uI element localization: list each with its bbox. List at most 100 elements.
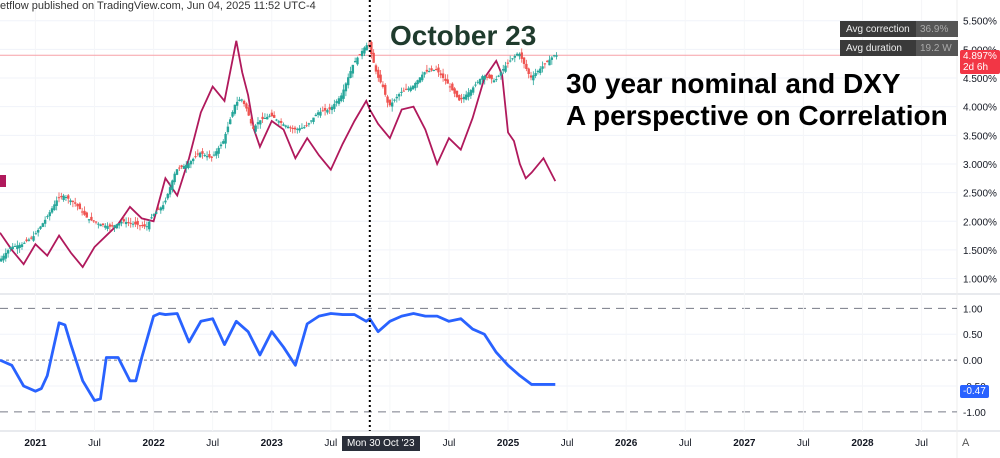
candle-body <box>282 124 285 126</box>
candle-body <box>289 127 292 129</box>
candle-body <box>453 88 456 94</box>
candle-body <box>446 79 449 84</box>
candle-body <box>16 245 19 250</box>
candle-body <box>416 80 419 85</box>
candle-body <box>395 96 399 99</box>
candle-body <box>254 125 257 132</box>
candle-body <box>478 78 482 85</box>
candle-body <box>340 95 343 102</box>
candle-body <box>291 127 294 129</box>
candle-body <box>483 75 486 80</box>
candle-body <box>529 75 533 78</box>
candle-body <box>358 54 361 56</box>
candle-body <box>404 88 408 90</box>
candle-body <box>425 69 429 72</box>
candle-body <box>545 60 549 62</box>
candle-body <box>46 216 49 218</box>
candle-body <box>43 219 47 224</box>
candle-body <box>437 67 440 73</box>
candle-body <box>64 197 68 199</box>
candle-body <box>97 223 100 225</box>
candle-body <box>552 55 556 57</box>
main-y-tick-label: 2.000% <box>963 217 997 228</box>
candle-body <box>474 84 477 86</box>
x-tick-label: Jul <box>88 438 101 449</box>
x-tick-label: Jul <box>324 438 337 449</box>
candle-body <box>314 114 318 117</box>
candle-body <box>41 223 45 227</box>
candle-body <box>111 225 114 227</box>
candle-body <box>490 74 493 80</box>
candle-body <box>71 200 75 203</box>
candle-body <box>259 120 262 125</box>
candle-body <box>57 197 61 199</box>
candle-body <box>141 225 144 227</box>
candle-body <box>25 239 28 242</box>
candle-body <box>173 173 176 183</box>
x-tick-label: Jul <box>797 438 810 449</box>
candle-body <box>506 62 510 64</box>
candle-body <box>18 244 21 249</box>
candle-body <box>333 103 336 109</box>
candle-body <box>148 221 151 230</box>
candle-body <box>330 106 334 111</box>
avg-duration-box: Avg duration 19.2 W <box>840 40 958 56</box>
candle-body <box>226 126 230 133</box>
candle-body <box>32 236 35 241</box>
candle-body <box>113 225 116 228</box>
candle-body <box>104 225 107 228</box>
candle-body <box>471 87 475 93</box>
candle-body <box>309 120 313 122</box>
dxy-line-layer <box>0 40 557 269</box>
candle-body <box>159 207 163 211</box>
crosshair-date-label: Mon 30 Oct '23 <box>342 436 420 451</box>
candle-body <box>13 245 17 247</box>
candle-body <box>344 83 348 92</box>
candle-body <box>414 83 417 89</box>
x-tick-label: Jul <box>206 438 219 449</box>
avg-correction-value: 36.9% <box>916 21 958 37</box>
candle-body <box>198 152 202 158</box>
candle-body <box>321 110 324 112</box>
date-annotation: October 23 <box>390 20 537 51</box>
candle-body <box>6 250 10 254</box>
candle-body <box>48 212 51 217</box>
candle-body <box>189 161 193 165</box>
candle-body <box>439 73 442 76</box>
candle-body <box>238 99 241 102</box>
candle-body <box>76 203 79 207</box>
candle-body <box>522 57 526 64</box>
candle-body <box>293 127 297 130</box>
candle-body <box>171 180 174 191</box>
candle-body <box>377 69 380 78</box>
candle-body <box>60 196 63 198</box>
x-tick-label: 2021 <box>24 438 47 449</box>
candle-body <box>240 99 243 101</box>
tradingview-logo: A <box>962 437 970 449</box>
candle-body <box>356 57 359 65</box>
candle-body <box>342 89 345 99</box>
candle-body <box>432 69 436 71</box>
candle-body <box>296 128 299 130</box>
candle-body <box>543 63 547 65</box>
main-y-tick-label: 4.000% <box>963 103 997 114</box>
candle-body <box>263 118 267 120</box>
price-tag-time: 2d 6h <box>963 62 989 73</box>
candle-body <box>157 208 160 210</box>
avg-duration-label: Avg duration <box>846 42 902 54</box>
corr-y-tick-label: -1.00 <box>963 408 986 419</box>
candle-body <box>55 200 58 206</box>
candle-body <box>212 154 216 156</box>
price-tag-value: 4.897% <box>963 51 997 62</box>
main-y-tick-label: 4.500% <box>963 74 997 85</box>
main-y-tick-label: 5.500% <box>963 17 997 28</box>
candle-body <box>122 219 125 222</box>
candle-body <box>508 60 512 62</box>
candle-body <box>87 219 91 221</box>
dxy-scale-marker <box>0 175 6 187</box>
x-tick-label: 2027 <box>733 438 756 449</box>
candle-body <box>360 50 364 57</box>
x-tick-label: Jul <box>915 438 928 449</box>
candle-body <box>555 55 558 57</box>
